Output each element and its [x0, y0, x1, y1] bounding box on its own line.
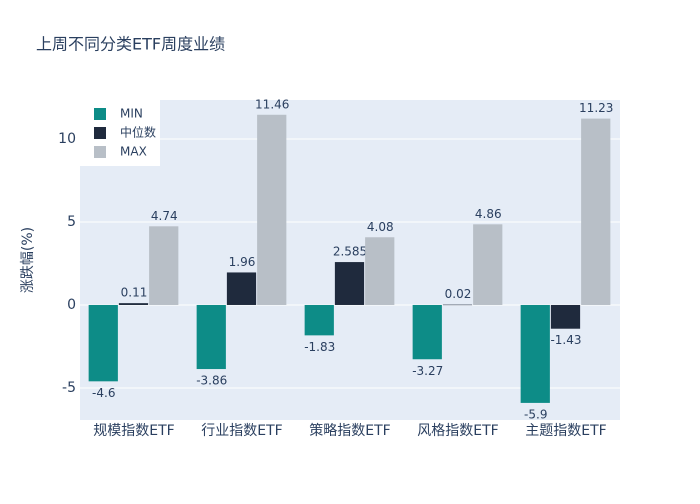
bar — [442, 304, 473, 306]
legend-swatch — [94, 108, 106, 120]
bar — [149, 226, 179, 305]
bar — [520, 304, 550, 403]
bar — [334, 262, 365, 305]
value-label: -3.27 — [412, 364, 443, 378]
bar — [304, 304, 334, 336]
x-tick-label: 策略指数ETF — [309, 422, 390, 439]
bar — [473, 224, 503, 305]
y-tick-label: 10 — [58, 131, 76, 147]
value-label: 4.86 — [475, 207, 502, 221]
y-tick-label: 5 — [67, 214, 76, 230]
legend-label: 中位数 — [120, 125, 156, 140]
x-tick-label: 规模指数ETF — [93, 423, 174, 439]
x-tick-label: 风格指数ETF — [417, 423, 498, 439]
value-label: 2.585 — [333, 245, 367, 259]
bar — [412, 304, 442, 360]
value-label: 4.08 — [367, 220, 394, 234]
value-label: -4.6 — [92, 386, 115, 400]
legend-box — [80, 100, 160, 166]
bar — [226, 272, 257, 305]
y-axis-title: 涨跌幅(%) — [20, 227, 36, 293]
value-label: 0.11 — [121, 286, 148, 300]
bar — [550, 304, 581, 329]
bar — [88, 304, 118, 382]
value-label: -1.43 — [550, 333, 581, 347]
value-label: -5.9 — [524, 407, 547, 421]
legend-swatch — [94, 127, 106, 139]
x-tick-label: 主题指数ETF — [525, 423, 606, 439]
bar — [581, 118, 611, 305]
bar — [365, 237, 395, 305]
x-tick-label: 行业指数ETF — [201, 423, 282, 439]
y-tick-label: 0 — [67, 297, 76, 313]
value-label: 0.02 — [445, 287, 472, 301]
legend-label: MAX — [120, 145, 147, 159]
value-label: 11.46 — [255, 97, 289, 111]
value-label: 1.96 — [229, 255, 256, 269]
chart-title: 上周不同分类ETF周度业绩 — [36, 35, 225, 54]
value-label: -3.86 — [196, 374, 227, 388]
value-label: -1.83 — [304, 340, 335, 354]
y-tick-label: -5 — [62, 380, 76, 396]
legend-label: MIN — [120, 107, 143, 121]
value-label: 11.23 — [579, 101, 613, 115]
bar — [196, 304, 226, 370]
bar — [118, 303, 149, 305]
value-label: 4.74 — [151, 209, 178, 223]
legend-swatch — [94, 146, 106, 158]
bar — [257, 114, 287, 305]
